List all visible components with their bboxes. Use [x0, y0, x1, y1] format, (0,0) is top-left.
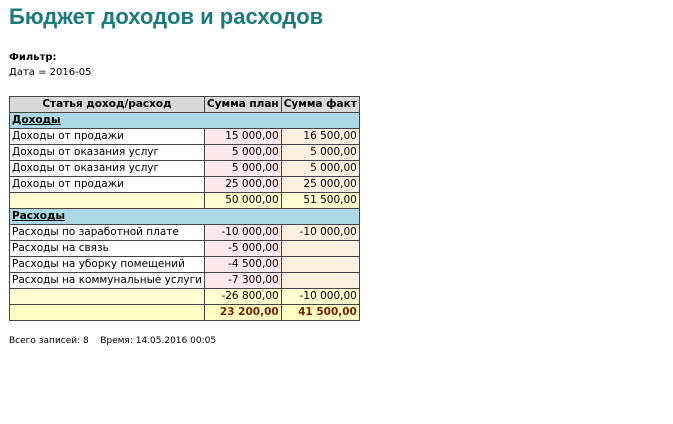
column-header: Сумма план [203, 96, 282, 113]
records: Всего записей: 8 [9, 336, 89, 346]
section-row: Расходы [9, 208, 360, 225]
data-row: Расходы на коммунальные услуги -7 300,00 [9, 272, 360, 289]
subtotal-plan: 50 000,00 [203, 192, 282, 209]
section-name: Доходы [9, 112, 360, 129]
plan-value: 5 000,00 [203, 160, 282, 177]
fact-value [280, 256, 360, 273]
title: Бюджет доходов и расходов [9, 4, 324, 29]
fact-value [280, 272, 360, 289]
plan-value: 15 000,00 [203, 128, 282, 145]
subtotal-row: 50 000,00 51 500,00 [9, 192, 360, 209]
data-row: Расходы на уборку помещений -4 500,00 [9, 256, 360, 273]
plan-value: 25 000,00 [203, 176, 282, 193]
subtotal-plan: -26 800,00 [203, 288, 282, 305]
plan-value: 5 000,00 [203, 144, 282, 161]
header-row: Статья доход/расход Сумма план Сумма факт [9, 96, 360, 113]
subtotal-label [9, 192, 205, 209]
fact-value: 5 000,00 [280, 160, 360, 177]
data-row: Расходы на связь -5 000,00 [9, 240, 360, 257]
item-name: Доходы от продажи [9, 176, 205, 193]
item-name: Доходы от продажи [9, 128, 205, 145]
total-row: 23 200,00 41 500,00 [9, 304, 360, 321]
data-row: Доходы от продажи 25 000,00 25 000,00 [9, 176, 360, 193]
fact-value: -10 000,00 [280, 224, 360, 241]
item-name: Доходы от оказания услуг [9, 160, 205, 177]
fact-value: 5 000,00 [280, 144, 360, 161]
subtotal-fact: 51 500,00 [280, 192, 360, 209]
total-plan: 23 200,00 [203, 304, 282, 321]
section-row: Доходы [9, 112, 360, 129]
column-header: Сумма факт [280, 96, 360, 113]
item-name: Расходы на связь [9, 240, 205, 257]
subtotal-fact: -10 000,00 [280, 288, 360, 305]
data-row: Доходы от продажи 15 000,00 16 500,00 [9, 128, 360, 145]
plan-value: -10 000,00 [203, 224, 282, 241]
total-fact: 41 500,00 [280, 304, 360, 321]
fact-value [280, 240, 360, 257]
filter-text: Дата = 2016-05 [9, 67, 92, 78]
subtotal-row: -26 800,00 -10 000,00 [9, 288, 360, 305]
item-name: Доходы от оказания услуг [9, 144, 205, 161]
data-row: Доходы от оказания услуг 5 000,00 5 000,00 [9, 144, 360, 161]
plan-value: -7 300,00 [203, 272, 282, 289]
item-name: Расходы на коммунальные услуги [9, 272, 205, 289]
column-header: Статья доход/расход [9, 96, 205, 113]
item-name: Расходы по заработной плате [9, 224, 205, 241]
total-label [9, 304, 205, 321]
fact-value: 16 500,00 [280, 128, 360, 145]
filter-label: Фильтр: [9, 52, 57, 63]
fact-value: 25 000,00 [280, 176, 360, 193]
item-name: Расходы на уборку помещений [9, 256, 205, 273]
plan-value: -5 000,00 [203, 240, 282, 257]
subtotal-label [9, 288, 205, 305]
time: Время: 14.05.2016 00:05 [100, 336, 217, 346]
budget-table: Статья доход/расход Сумма план Сумма факт Д… [9, 96, 360, 321]
data-row: Доходы от оказания услуг 5 000,00 5 000,00 [9, 160, 360, 177]
plan-value: -4 500,00 [203, 256, 282, 273]
footer: Всего записей: 8 Время: 14.05.2016 00:05 [9, 336, 216, 346]
section-name: Расходы [9, 208, 360, 225]
data-row: Расходы по заработной плате -10 000,00 -10… [9, 224, 360, 241]
